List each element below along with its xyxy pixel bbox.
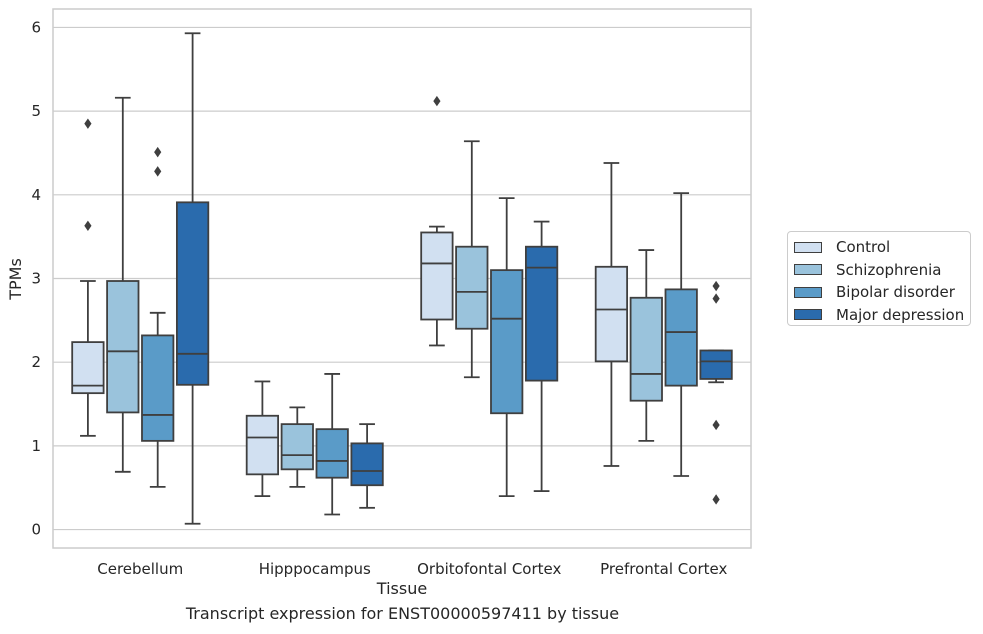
box-body	[455, 245, 489, 330]
box-body	[175, 201, 210, 386]
box	[664, 192, 698, 477]
box	[490, 197, 524, 498]
y-tick-label: 0	[31, 521, 41, 539]
chart-caption: Transcript expression for ENST0000059741…	[185, 604, 620, 623]
legend-item: Bipolar disorder	[794, 281, 970, 304]
box-body	[71, 341, 105, 395]
box-body	[315, 428, 349, 479]
legend-item: Schizophrenia	[794, 259, 970, 282]
legend-swatch	[794, 286, 822, 298]
plot-frame	[52, 8, 752, 549]
outlier-point	[712, 280, 720, 292]
box-body	[280, 423, 314, 471]
box	[175, 32, 210, 525]
outlier-point	[712, 419, 720, 431]
box-body	[350, 442, 384, 487]
box-body	[141, 334, 175, 442]
box	[629, 249, 663, 442]
outlier-point	[712, 494, 720, 505]
box	[350, 423, 384, 509]
box-body	[629, 296, 663, 402]
box	[420, 95, 454, 347]
legend-item: Control	[794, 236, 970, 259]
x-tick-label: Hipppocampus	[259, 560, 371, 578]
box-body	[420, 231, 454, 321]
outlier-point	[84, 118, 92, 129]
y-tick-label: 3	[31, 270, 41, 288]
box	[699, 280, 733, 505]
box	[71, 118, 105, 437]
box	[280, 406, 314, 488]
legend-item: Major depression	[794, 304, 970, 327]
legend-label: Control	[836, 238, 891, 257]
box	[106, 96, 140, 473]
box-body	[664, 288, 698, 387]
outlier-point	[154, 166, 162, 177]
box-body	[245, 414, 280, 476]
y-tick-label: 5	[31, 102, 41, 120]
box	[141, 146, 175, 488]
box-body	[594, 265, 629, 363]
x-tick-label: Orbitofontal Cortex	[417, 560, 561, 578]
legend: Control Schizophrenia Bipolar disorder Majo…	[787, 231, 971, 326]
y-axis-label: TPMs	[6, 258, 25, 301]
box	[245, 380, 280, 498]
legend-label: Schizophrenia	[836, 260, 942, 279]
y-tick-label: 4	[31, 186, 41, 204]
box	[524, 220, 559, 492]
legend-label: Major depression	[836, 305, 965, 324]
box-body	[699, 349, 733, 380]
outlier-point	[154, 146, 162, 158]
y-tick-labels: 0 1 2 3 4 5 6	[31, 18, 41, 538]
box	[594, 162, 629, 467]
outlier-point	[84, 220, 92, 231]
legend-label: Bipolar disorder	[836, 283, 955, 302]
box	[315, 373, 349, 516]
outlier-point	[433, 95, 441, 107]
box-body	[524, 245, 559, 382]
box-groups	[71, 32, 733, 525]
legend-swatch	[794, 264, 822, 276]
y-tick-label: 1	[31, 437, 41, 455]
y-tick-label: 2	[31, 353, 41, 371]
box-body	[490, 269, 524, 415]
box-body	[106, 280, 140, 414]
x-tick-labels: Cerebellum Hipppocampus Orbitofontal Corte…	[97, 560, 727, 578]
x-tick-label: Prefrontal Cortex	[600, 560, 727, 578]
outlier-point	[712, 293, 720, 304]
box	[455, 140, 489, 379]
legend-swatch	[794, 241, 822, 253]
legend-swatch	[794, 309, 822, 321]
x-axis-label: Tissue	[376, 579, 427, 598]
y-tick-label: 6	[31, 18, 41, 36]
x-tick-label: Cerebellum	[97, 560, 183, 578]
